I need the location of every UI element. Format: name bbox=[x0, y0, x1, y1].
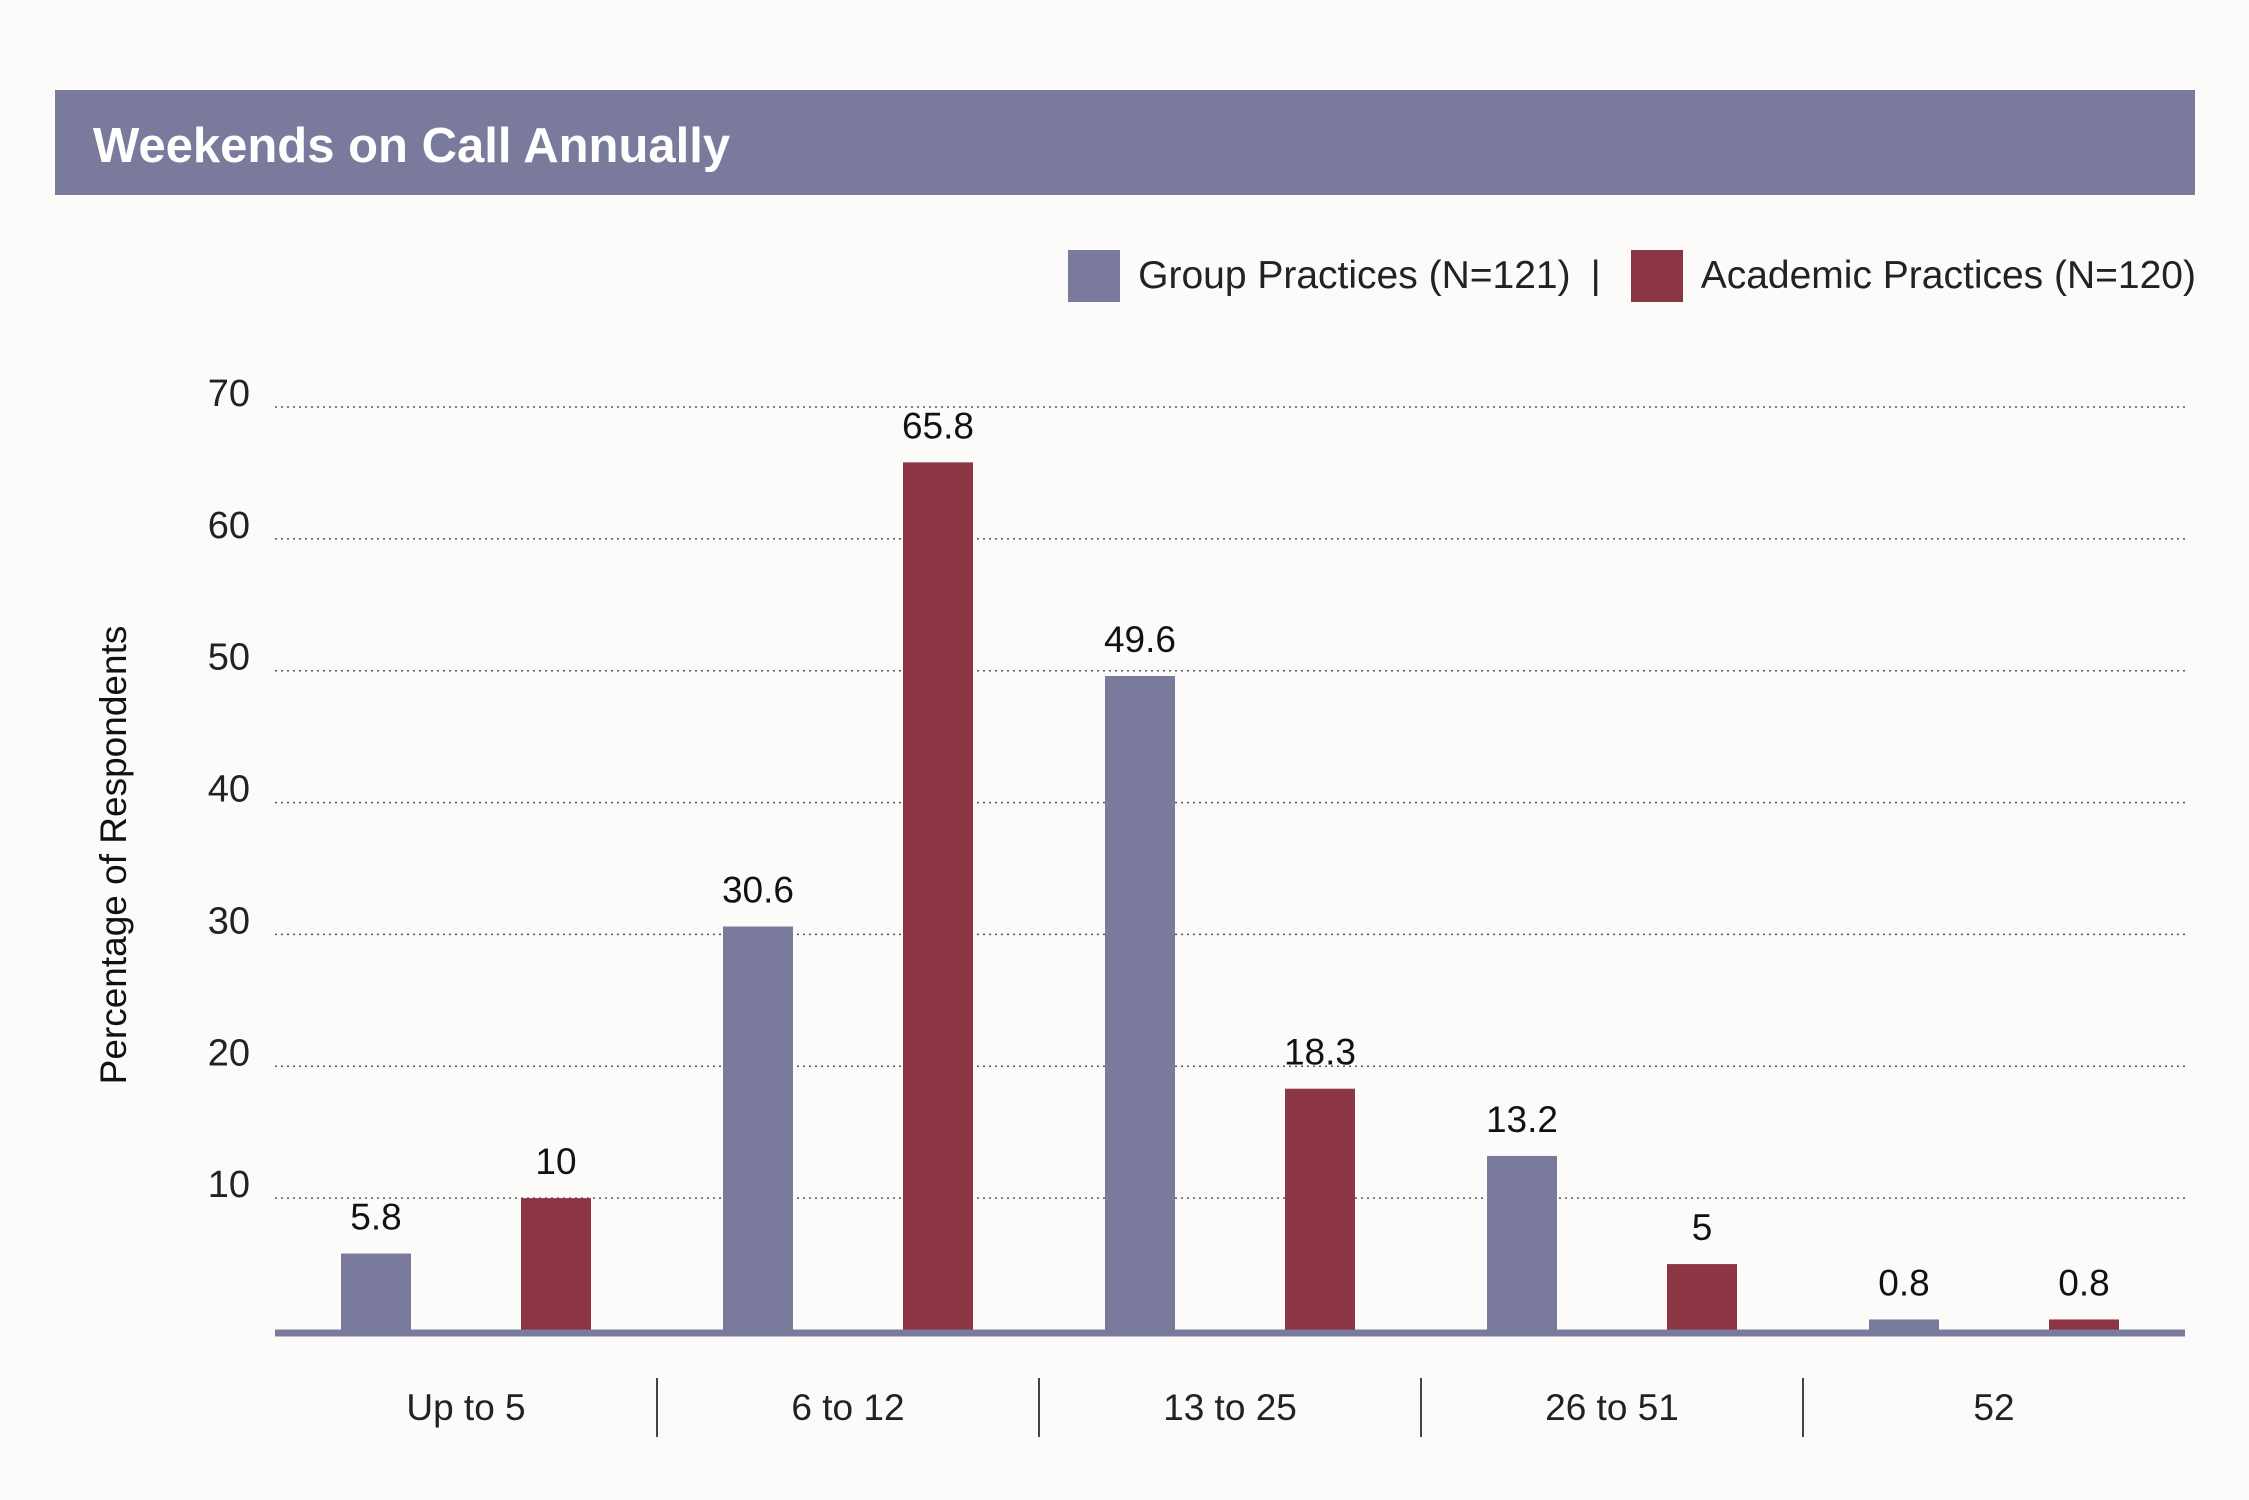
legend-label-group: Group Practices (N=121) bbox=[1138, 254, 1571, 297]
y-tick-label: 50 bbox=[208, 637, 250, 679]
y-axis-label: Percentage of Respondents bbox=[93, 626, 134, 1085]
y-tick-label: 30 bbox=[208, 900, 250, 942]
bar bbox=[903, 462, 973, 1330]
data-label: 0.8 bbox=[2058, 1262, 2109, 1303]
data-label: 10 bbox=[535, 1141, 576, 1182]
bar bbox=[723, 926, 793, 1330]
legend-swatch-academic bbox=[1630, 250, 1683, 302]
chart-title: Weekends on Call Annually bbox=[93, 119, 731, 173]
x-tick-label: Up to 5 bbox=[406, 1387, 525, 1428]
chart-title-bar: Weekends on Call Annually bbox=[55, 90, 2195, 195]
legend-swatch-group bbox=[1068, 250, 1121, 302]
x-tick-label: 26 to 51 bbox=[1545, 1387, 1679, 1428]
data-label: 49.6 bbox=[1104, 619, 1176, 660]
y-tick-label: 60 bbox=[208, 505, 250, 547]
legend: Group Practices (N=121) | Academic Pract… bbox=[1068, 248, 2196, 304]
bar bbox=[1105, 675, 1175, 1330]
legend-label-academic: Academic Practices (N=120) bbox=[1700, 254, 2196, 297]
data-label: 0.8 bbox=[1878, 1262, 1929, 1303]
x-tick-label: 13 to 25 bbox=[1163, 1387, 1297, 1428]
bar bbox=[1487, 1155, 1557, 1330]
y-tick-label: 70 bbox=[208, 373, 250, 415]
bar bbox=[341, 1253, 411, 1330]
data-label: 5.8 bbox=[350, 1197, 401, 1238]
data-label: 5 bbox=[1692, 1207, 1713, 1248]
bar bbox=[2049, 1319, 2119, 1330]
data-label: 30.6 bbox=[722, 870, 794, 911]
x-tick-label: 52 bbox=[1973, 1387, 2014, 1428]
bar bbox=[1869, 1319, 1939, 1330]
bar bbox=[1285, 1088, 1355, 1330]
legend-separator: | bbox=[1590, 254, 1601, 297]
y-tick-label: 20 bbox=[208, 1032, 250, 1074]
data-label: 13.2 bbox=[1486, 1099, 1558, 1140]
x-tick-label: 6 to 12 bbox=[791, 1387, 904, 1428]
y-tick-label: 10 bbox=[208, 1164, 250, 1206]
data-label: 18.3 bbox=[1284, 1032, 1356, 1073]
y-tick-label: 40 bbox=[208, 769, 250, 811]
bar bbox=[521, 1198, 591, 1330]
bar bbox=[1667, 1264, 1737, 1330]
data-label: 65.8 bbox=[902, 405, 974, 446]
